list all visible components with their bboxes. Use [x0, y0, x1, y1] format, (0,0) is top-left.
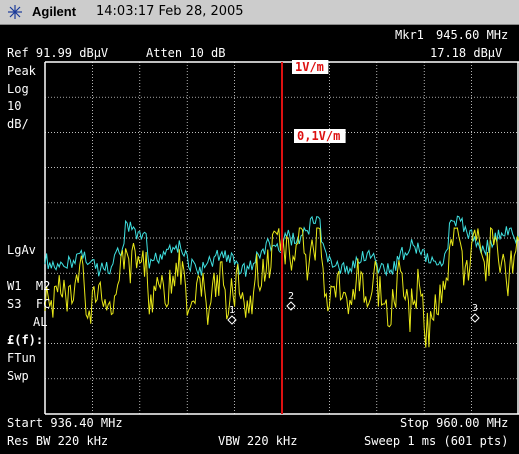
- lgav-label: LgAv: [7, 243, 36, 257]
- marker-frequency: 945.60 MHz: [436, 28, 509, 42]
- markers: 1 2 3: [227, 291, 480, 325]
- trace-mode-al: AL: [33, 315, 48, 329]
- clock-date: 14:03:17 Feb 28, 2005: [96, 4, 244, 19]
- scale-unit: dB/: [7, 117, 29, 131]
- sweep-time: Sweep 1 ms (601 pts): [364, 434, 509, 448]
- sweep-label: Swp: [7, 369, 29, 383]
- marker-3-diamond: [470, 313, 480, 323]
- stop-frequency: Stop 960.00 MHz: [400, 416, 509, 430]
- scale-log-label: Log: [7, 82, 29, 96]
- reference-level: Ref 91.99 dBµV: [7, 46, 109, 60]
- agilent-spark-icon: [8, 5, 22, 19]
- limit-label-upper-box: [292, 60, 329, 74]
- marker-1-label: 1: [229, 305, 235, 316]
- attenuation: Atten 10 dB: [146, 46, 226, 60]
- brand-name: Agilent: [32, 4, 77, 19]
- correction-label: £(f):: [7, 333, 44, 347]
- trace-mode-s3fc: S3 FC: [7, 297, 51, 311]
- start-frequency: Start 936.40 MHz: [7, 416, 123, 430]
- trace-mode-w1m2: W1 M2: [7, 279, 51, 293]
- marker-level: 17.18 dBµV: [430, 46, 503, 60]
- detector-peak-label: Peak: [7, 64, 36, 78]
- marker-label: Mkr1: [395, 28, 424, 42]
- marker-2-label: 2: [288, 291, 294, 302]
- ftun-label: FTun: [7, 351, 36, 365]
- scale-value: 10: [7, 99, 22, 113]
- limit-label-lower-box: [294, 129, 346, 143]
- title-bar: Agilent 14:03:17 Feb 28, 2005: [0, 0, 519, 25]
- marker-2-diamond: [286, 301, 296, 311]
- limit-label-upper: 1V/m: [295, 60, 324, 74]
- video-bandwidth: VBW 220 kHz: [218, 434, 298, 448]
- marker-1-diamond: [227, 315, 237, 325]
- limit-label-lower: 0,1V/m: [297, 129, 340, 143]
- marker-3-label: 3: [472, 303, 478, 314]
- resolution-bandwidth: Res BW 220 kHz: [7, 434, 109, 448]
